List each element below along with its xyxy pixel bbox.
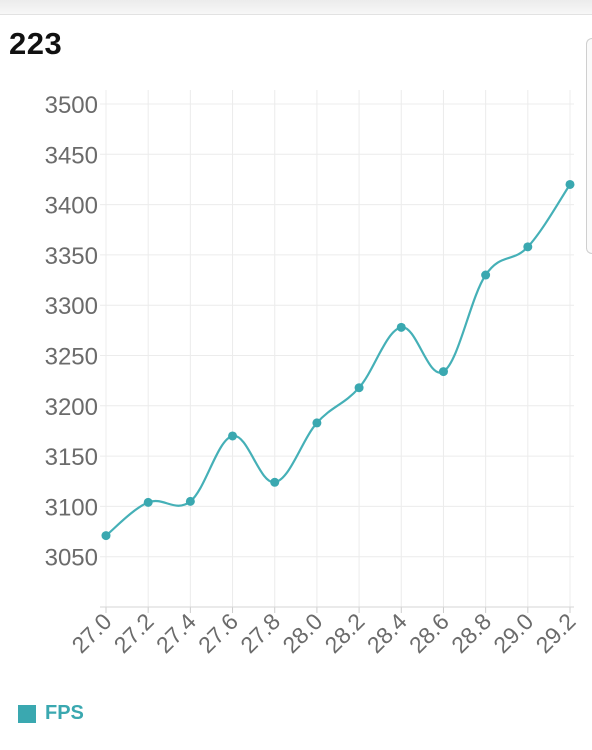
x-tick-label: 28.6 xyxy=(404,608,454,658)
x-tick-label: 27.2 xyxy=(109,608,159,658)
y-tick-label: 3350 xyxy=(45,243,98,270)
series-points-fps xyxy=(101,179,575,541)
x-tick-label: 28.8 xyxy=(446,608,496,658)
y-tick-label: 3300 xyxy=(45,293,98,320)
data-point-fps-29.2[interactable] xyxy=(565,179,575,189)
x-tick-label: 29.2 xyxy=(530,608,580,658)
y-tick-label: 3150 xyxy=(45,444,98,471)
y-tick-label: 3250 xyxy=(45,344,98,371)
legend-label-fps: FPS xyxy=(45,702,84,724)
header-value: 223 xyxy=(9,26,63,61)
x-tick-label: 27.8 xyxy=(235,608,285,658)
x-tick-label: 27.4 xyxy=(151,608,201,658)
data-point-fps-29.0[interactable] xyxy=(523,242,533,252)
legend-swatch-fps xyxy=(18,704,36,723)
chart-grid xyxy=(100,90,574,607)
data-point-fps-27.4[interactable] xyxy=(185,496,195,506)
y-tick-label: 3100 xyxy=(45,494,98,521)
x-tick-label: 27.0 xyxy=(66,608,116,658)
y-tick-label: 3050 xyxy=(45,545,98,572)
chart-axes xyxy=(100,606,574,613)
x-tick-label: 27.6 xyxy=(193,608,243,658)
data-point-fps-28.2[interactable] xyxy=(354,383,364,393)
y-tick-label: 3400 xyxy=(45,193,98,220)
data-point-fps-28.4[interactable] xyxy=(396,322,406,332)
data-point-fps-28.8[interactable] xyxy=(481,270,491,280)
y-tick-label: 3200 xyxy=(45,394,98,421)
data-point-fps-27.8[interactable] xyxy=(270,477,280,487)
series-line-fps xyxy=(105,183,571,537)
data-point-fps-27.2[interactable] xyxy=(143,497,153,507)
data-point-fps-28.0[interactable] xyxy=(312,418,322,428)
x-tick-label: 28.4 xyxy=(362,608,412,658)
x-tick-label: 29.0 xyxy=(488,608,538,658)
fps-line-chart: 3050 3100 3150 3200 3250 3300 3350 3400 3450 3500… xyxy=(45,90,581,658)
x-axis-tick-labels: 27.027.227.427.627.828.028.228.428.628.8… xyxy=(66,608,580,658)
y-tick-label: 3450 xyxy=(45,142,98,169)
data-point-fps-28.6[interactable] xyxy=(438,367,448,377)
data-point-fps-27.6[interactable] xyxy=(228,431,238,441)
top-status-strip xyxy=(0,0,592,15)
data-point-fps-27.0[interactable] xyxy=(101,531,111,541)
x-tick-label: 28.0 xyxy=(277,608,327,658)
x-tick-label: 28.2 xyxy=(320,608,370,658)
chart-legend[interactable]: FPS xyxy=(18,702,84,725)
y-tick-label: 3500 xyxy=(45,92,98,119)
y-axis-tick-labels: 3050 3100 3150 3200 3250 3300 3350 3400 3450 3500 xyxy=(45,92,98,572)
edge-panel-handle[interactable] xyxy=(586,38,592,254)
